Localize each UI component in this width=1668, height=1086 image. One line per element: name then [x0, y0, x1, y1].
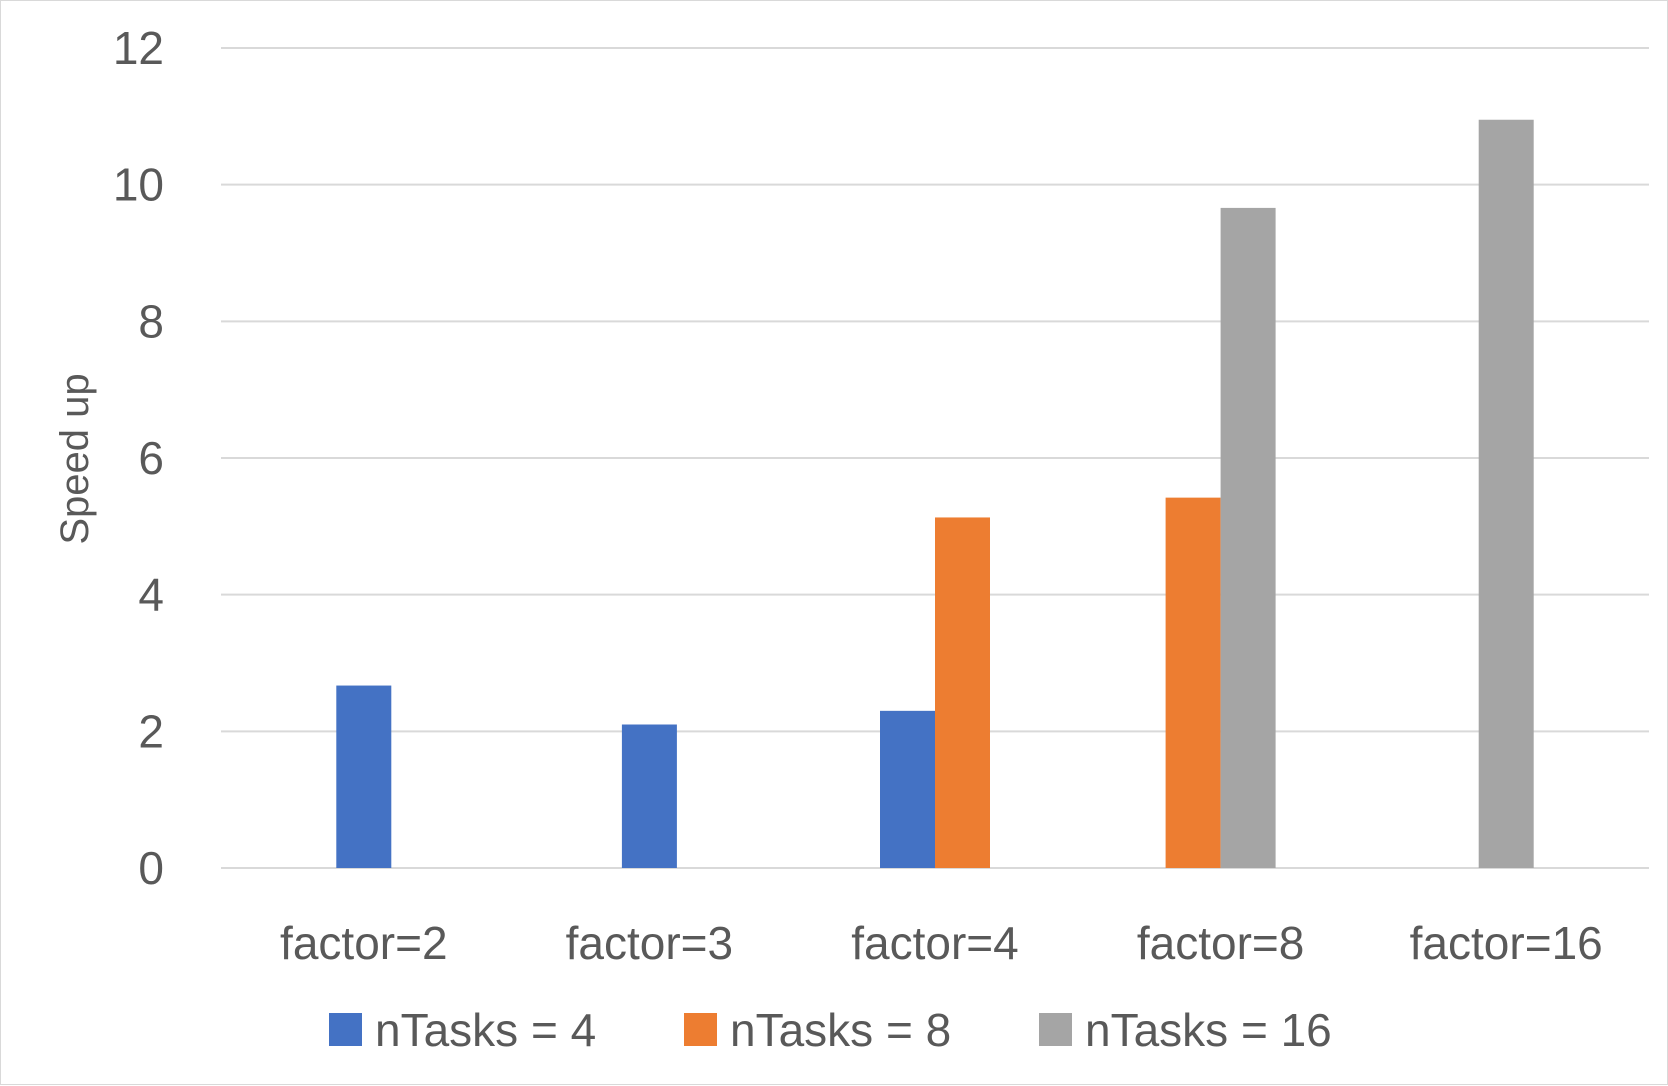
- x-category-label: factor=2: [280, 917, 448, 969]
- legend-swatch: [1039, 1013, 1072, 1046]
- bar: [880, 710, 935, 868]
- legend-label: nTasks = 4: [375, 1004, 596, 1056]
- bar: [935, 517, 990, 868]
- x-category-label: factor=8: [1137, 917, 1305, 969]
- bar: [621, 724, 677, 868]
- y-axis-title: Speed up: [53, 373, 97, 544]
- legend-swatch: [684, 1013, 717, 1046]
- legend: nTasks = 4 nTasks = 8 nTasks = 16: [329, 1004, 1332, 1056]
- y-tick-label: 8: [138, 295, 164, 347]
- bar: [1220, 207, 1276, 868]
- x-category-label: factor=4: [851, 917, 1019, 969]
- bar: [1478, 119, 1534, 868]
- x-category-label: factor=16: [1410, 917, 1603, 969]
- bar: [336, 685, 392, 868]
- x-axis-categories: factor=2 factor=3 factor=4 factor=8 factor=1…: [280, 917, 1603, 969]
- y-tick-label: 10: [113, 159, 164, 211]
- bar: [1165, 497, 1221, 868]
- y-tick-label: 6: [138, 432, 164, 484]
- legend-swatch: [329, 1013, 362, 1046]
- legend-label: nTasks = 16: [1085, 1004, 1332, 1056]
- y-axis-ticks: 0 2 4 6 8 10 12: [113, 22, 164, 894]
- legend-label: nTasks = 8: [730, 1004, 951, 1056]
- y-tick-label: 12: [113, 22, 164, 74]
- bars: [336, 119, 1534, 868]
- y-tick-label: 4: [138, 569, 164, 621]
- x-category-label: factor=3: [566, 917, 734, 969]
- y-tick-label: 0: [138, 842, 164, 894]
- y-tick-label: 2: [138, 705, 164, 757]
